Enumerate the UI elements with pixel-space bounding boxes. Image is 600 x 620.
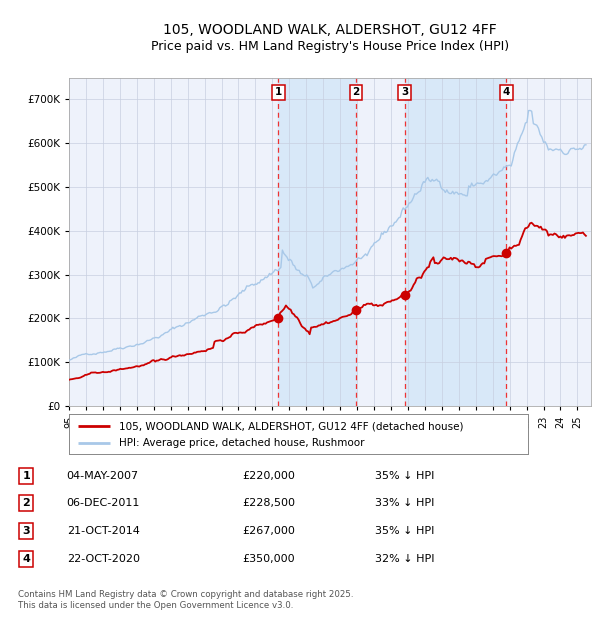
Text: 04-MAY-2007: 04-MAY-2007 — [67, 471, 139, 481]
Text: 2: 2 — [352, 87, 359, 97]
Text: £228,500: £228,500 — [242, 498, 295, 508]
Text: HPI: Average price, detached house, Rushmoor: HPI: Average price, detached house, Rush… — [119, 438, 365, 448]
Text: 1: 1 — [275, 87, 282, 97]
Text: 3: 3 — [23, 526, 30, 536]
Text: 4: 4 — [503, 87, 510, 97]
Text: 105, WOODLAND WALK, ALDERSHOT, GU12 4FF: 105, WOODLAND WALK, ALDERSHOT, GU12 4FF — [163, 24, 497, 37]
Text: 105, WOODLAND WALK, ALDERSHOT, GU12 4FF (detached house): 105, WOODLAND WALK, ALDERSHOT, GU12 4FF … — [119, 421, 464, 431]
Text: 21-OCT-2014: 21-OCT-2014 — [67, 526, 140, 536]
Bar — [278, 78, 356, 406]
Text: 06-DEC-2011: 06-DEC-2011 — [67, 498, 140, 508]
Text: £220,000: £220,000 — [242, 471, 295, 481]
Text: 4: 4 — [22, 554, 31, 564]
Text: £267,000: £267,000 — [242, 526, 295, 536]
Text: 1: 1 — [23, 471, 30, 481]
Bar — [404, 78, 506, 406]
Text: 33% ↓ HPI: 33% ↓ HPI — [375, 498, 434, 508]
Text: Price paid vs. HM Land Registry's House Price Index (HPI): Price paid vs. HM Land Registry's House … — [151, 40, 509, 53]
Text: 22-OCT-2020: 22-OCT-2020 — [67, 554, 140, 564]
Text: 35% ↓ HPI: 35% ↓ HPI — [375, 471, 434, 481]
Text: £350,000: £350,000 — [242, 554, 295, 564]
Text: Contains HM Land Registry data © Crown copyright and database right 2025.
This d: Contains HM Land Registry data © Crown c… — [18, 590, 353, 609]
Text: 3: 3 — [401, 87, 408, 97]
Text: 2: 2 — [23, 498, 30, 508]
Text: 35% ↓ HPI: 35% ↓ HPI — [375, 526, 434, 536]
Text: 32% ↓ HPI: 32% ↓ HPI — [375, 554, 434, 564]
